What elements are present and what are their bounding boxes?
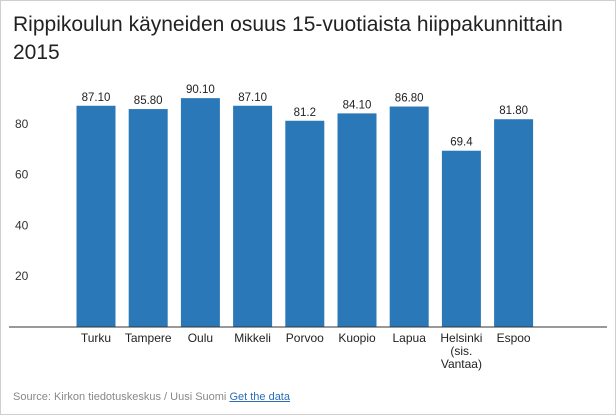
chart-title: Rippikoulun käyneiden osuus 15-vuotiaist… <box>13 13 563 64</box>
category-label-line: Mikkeli <box>234 331 271 345</box>
get-the-data-link[interactable]: Get the data <box>229 391 290 403</box>
category-label: Turku <box>81 331 111 345</box>
data-label: 85.80 <box>134 95 163 107</box>
category-label: Oulu <box>188 331 213 345</box>
data-label: 84.10 <box>343 99 372 111</box>
source-text: Source: Kirkon tiedotuskeskus / Uusi Suo… <box>13 391 227 403</box>
data-label: 69.4 <box>450 137 473 149</box>
category-label-line: Vantaa) <box>441 357 482 371</box>
data-label: 87.10 <box>238 92 267 104</box>
bar <box>285 120 325 327</box>
category-label: Mikkeli <box>234 331 271 345</box>
category-label-line: Tampere <box>125 331 172 345</box>
bar <box>76 105 116 328</box>
y-tick-label: 20 <box>15 269 29 283</box>
category-label-line: Kuopio <box>338 331 376 345</box>
category-label: Porvoo <box>286 331 324 345</box>
bar <box>337 113 377 327</box>
bar <box>128 109 168 328</box>
data-label: 86.80 <box>395 93 424 105</box>
category-label: Tampere <box>125 331 172 345</box>
y-tick-label: 40 <box>15 218 29 232</box>
y-tick-label: 60 <box>15 168 29 182</box>
category-label-line: (sis. <box>450 344 472 358</box>
bar <box>441 150 481 327</box>
category-label: Lapua <box>393 331 427 345</box>
data-label: 90.10 <box>186 84 215 96</box>
category-label: Kuopio <box>338 331 376 345</box>
data-label: 81.80 <box>499 105 528 117</box>
bar <box>494 119 534 327</box>
bar <box>233 105 273 328</box>
category-label-line: Espoo <box>497 331 531 345</box>
category-label-line: Oulu <box>188 331 213 345</box>
category-label-line: Lapua <box>393 331 427 345</box>
category-label-line: Helsinki <box>440 331 482 345</box>
category-label-line: Porvoo <box>286 331 324 345</box>
bar <box>180 98 220 328</box>
category-label-line: Turku <box>81 331 111 345</box>
y-tick-label: 80 <box>15 117 29 131</box>
source-line: Source: Kirkon tiedotuskeskus / Uusi Suo… <box>13 391 290 403</box>
category-label: Espoo <box>497 331 531 345</box>
data-label: 81.2 <box>294 107 316 119</box>
category-label: Helsinki (sis. Vantaa) <box>440 331 482 371</box>
bar <box>389 106 429 327</box>
data-label: 87.10 <box>82 92 111 104</box>
